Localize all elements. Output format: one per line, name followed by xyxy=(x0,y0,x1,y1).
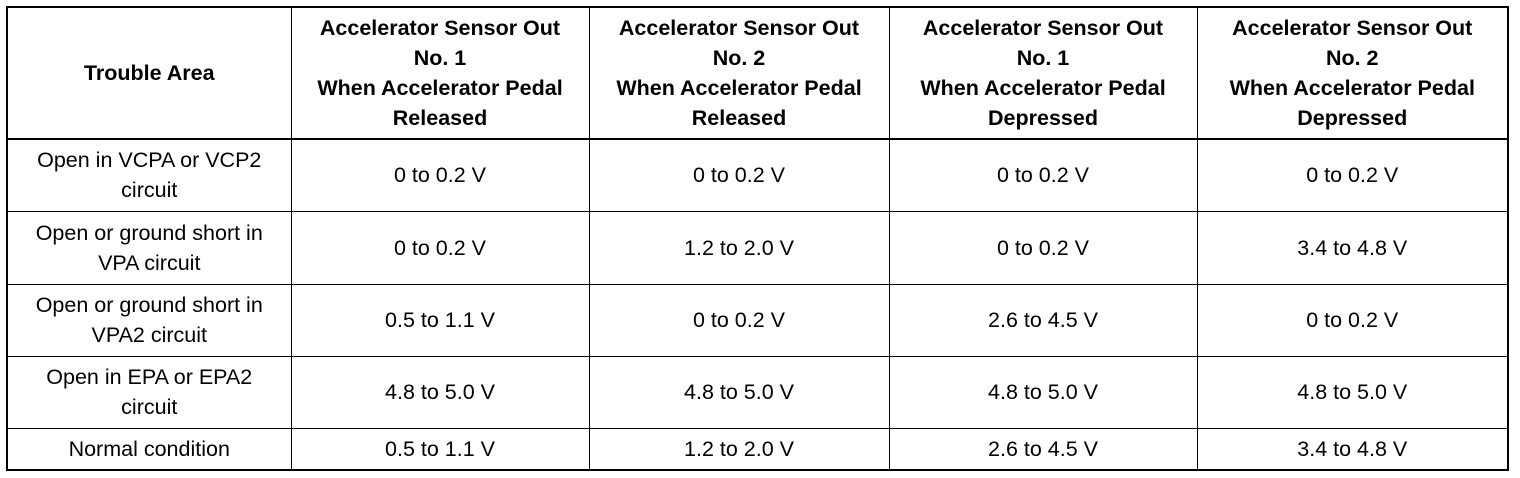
value-cell: 4.8 to 5.0 V xyxy=(888,355,1198,429)
value-cell: 0 to 0.2 V xyxy=(1196,283,1509,357)
cell-line: VPA2 circuit xyxy=(91,323,208,347)
cell-line: circuit xyxy=(121,395,178,419)
header-cell: Accelerator Sensor Out No. 2 When Accelera… xyxy=(588,6,890,140)
value-cell: 0 to 0.2 V xyxy=(1196,138,1509,212)
value-cell: 0 to 0.2 V xyxy=(888,210,1198,285)
value-cell: 4.8 to 5.0 V xyxy=(290,355,590,429)
header-cell: Trouble Area xyxy=(6,6,292,140)
value-cell: 3.4 to 4.8 V xyxy=(1196,210,1509,285)
row-label: Open or ground short in VPA circuit xyxy=(6,210,292,285)
value-cell: 0.5 to 1.1 V xyxy=(290,283,590,357)
cell-line: Accelerator Sensor Out xyxy=(618,16,860,40)
cell-line: Open or ground short in xyxy=(35,293,263,317)
cell-line: When Accelerator Pedal xyxy=(317,76,563,100)
trouble-table: Trouble Area Accelerator Sensor Out No. 1 W… xyxy=(6,6,1509,471)
cell-line: Open in EPA or EPA2 xyxy=(46,365,253,389)
value-cell: 0 to 0.2 V xyxy=(588,283,890,357)
cell-line: When Accelerator Pedal xyxy=(920,76,1166,100)
value-cell: 0 to 0.2 V xyxy=(888,138,1198,212)
cell-line: Trouble Area xyxy=(83,61,215,85)
cell-line: circuit xyxy=(121,178,178,203)
cell-line: When Accelerator Pedal xyxy=(1229,76,1475,100)
cell-line: When Accelerator Pedal xyxy=(616,76,862,100)
cell-line: Accelerator Sensor Out xyxy=(1232,16,1473,40)
value-cell: 0 to 0.2 V xyxy=(588,138,890,212)
table-row: Open in EPA or EPA2 circuit 4.8 to 5.0 V 4.… xyxy=(6,355,1509,429)
row-label: Open in VCPA or VCP2 circuit xyxy=(6,138,292,212)
table-row: Open or ground short in VPA circuit 0 to 0… xyxy=(6,210,1509,285)
cell-line: Released xyxy=(691,106,787,130)
table-row: Normal condition 0.5 to 1.1 V 1.2 to 2.0 V… xyxy=(6,427,1509,471)
value-cell: 0.5 to 1.1 V xyxy=(290,427,590,471)
cell-line: Open or ground short in xyxy=(35,220,263,245)
header-cell: Accelerator Sensor Out No. 2 When Accelera… xyxy=(1196,6,1509,140)
row-label: Normal condition xyxy=(6,427,292,471)
cell-line: No. 2 xyxy=(712,46,766,70)
value-cell: 0 to 0.2 V xyxy=(290,138,590,212)
cell-line: Released xyxy=(392,106,488,130)
cell-line: Accelerator Sensor Out xyxy=(922,16,1164,40)
value-cell: 4.8 to 5.0 V xyxy=(1196,355,1509,429)
cell-line: Normal condition xyxy=(68,436,230,461)
header-cell: Accelerator Sensor Out No. 1 When Accelera… xyxy=(290,6,590,140)
cell-line: Accelerator Sensor Out xyxy=(319,16,561,40)
value-cell: 4.8 to 5.0 V xyxy=(588,355,890,429)
value-cell: 3.4 to 4.8 V xyxy=(1196,427,1509,471)
value-cell: 0 to 0.2 V xyxy=(290,210,590,285)
table-row: Open or ground short in VPA2 circuit 0.5 t… xyxy=(6,283,1509,357)
row-label: Open in EPA or EPA2 circuit xyxy=(6,355,292,429)
header-row: Trouble Area Accelerator Sensor Out No. 1 W… xyxy=(6,6,1509,140)
cell-line: No. 1 xyxy=(1016,46,1070,70)
cell-line: No. 2 xyxy=(1325,46,1379,70)
value-cell: 1.2 to 2.0 V xyxy=(588,427,890,471)
row-label: Open or ground short in VPA2 circuit xyxy=(6,283,292,357)
cell-line: VPA circuit xyxy=(98,250,201,275)
value-cell: 1.2 to 2.0 V xyxy=(588,210,890,285)
cell-line: No. 1 xyxy=(413,46,467,70)
cell-line: Open in VCPA or VCP2 xyxy=(37,148,262,173)
value-cell: 2.6 to 4.5 V xyxy=(888,427,1198,471)
value-cell: 2.6 to 4.5 V xyxy=(888,283,1198,357)
table-header: Trouble Area Accelerator Sensor Out No. 1 W… xyxy=(6,6,1509,140)
header-cell: Accelerator Sensor Out No. 1 When Accelera… xyxy=(888,6,1198,140)
cell-line: Depressed xyxy=(1297,106,1408,130)
cell-line: Depressed xyxy=(988,106,1098,130)
